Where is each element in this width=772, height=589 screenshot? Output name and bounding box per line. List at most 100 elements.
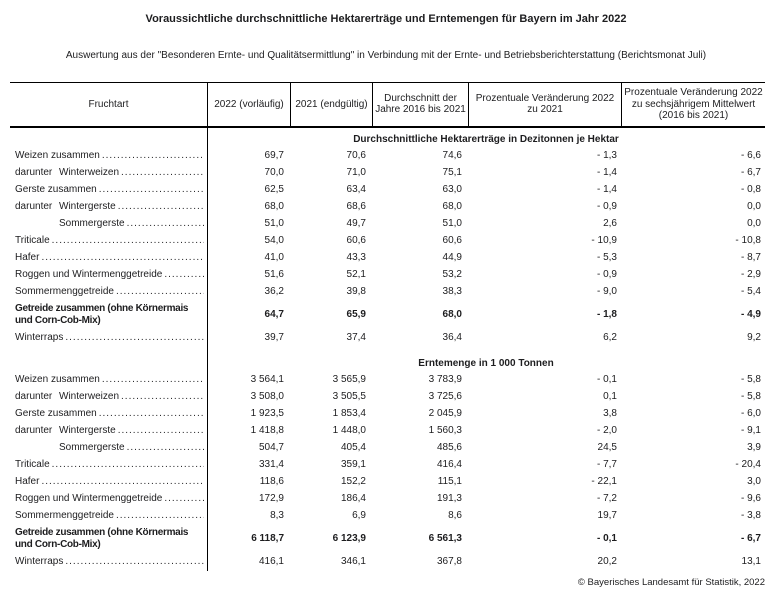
- row-label: Hafer: [15, 252, 40, 263]
- table-row: Gerste zusammen 1 923,5 1 853,4 2 045,9 3,8 -…: [10, 406, 765, 423]
- cell-value: 152,2: [340, 476, 366, 487]
- cell-value: - 9,0: [596, 286, 617, 297]
- row-label-cell: Weizen zusammen: [10, 374, 207, 386]
- cell-value: 51,6: [264, 269, 284, 280]
- cell-value: 41,0: [264, 252, 284, 263]
- cell-value: 186,4: [340, 493, 366, 504]
- row-label-cell: Getreide zusammen (ohne Körnermais und C…: [10, 303, 207, 327]
- dot-leader: [52, 459, 204, 471]
- dot-leader: [164, 493, 204, 505]
- cell-value: - 7,2: [596, 493, 617, 504]
- table-row: Sommergerste 504,7 405,4 485,6 24,5 3,9: [10, 440, 765, 457]
- row-label-cell: Sommergerste: [10, 218, 207, 230]
- cell-value: - 0,1: [596, 374, 617, 385]
- row-label-prefix: darunter: [15, 167, 53, 178]
- cell-value: 6 561,3: [428, 533, 462, 544]
- table-row: darunter Winterweizen 70,0 71,0 75,1 - 1,4 - 6…: [10, 165, 765, 182]
- cell-value: - 2,0: [596, 425, 617, 436]
- cell-value: 49,7: [346, 218, 366, 229]
- cell-value: 68,0: [442, 201, 462, 212]
- cell-value: 0,0: [747, 218, 761, 229]
- cell-value: 1 560,3: [428, 425, 462, 436]
- column-header: Prozentuale Veränderung 2022 zu 2021: [468, 83, 621, 126]
- row-label: Winterweizen: [59, 167, 120, 178]
- cell-value: - 9,6: [740, 493, 761, 504]
- dot-leader: [121, 391, 204, 403]
- row-label: Roggen und Wintermenggetreide: [15, 493, 163, 504]
- cell-value: 504,7: [258, 442, 284, 453]
- cell-value: 3,9: [747, 442, 761, 453]
- dot-leader: [118, 425, 204, 437]
- dot-leader: [116, 510, 204, 522]
- table-row: Weizen zusammen 3 564,1 3 565,9 3 783,9 - 0,…: [10, 372, 765, 389]
- table-row: Winterraps 39,7 37,4 36,4 6,2 9,2: [10, 330, 765, 347]
- cell-value: 19,7: [597, 510, 617, 521]
- section-heading-spacer: [10, 358, 207, 369]
- cell-value: - 1,8: [596, 309, 617, 320]
- cell-value: - 6,7: [740, 533, 761, 544]
- cell-value: 13,1: [741, 556, 761, 567]
- dot-leader: [127, 442, 204, 454]
- cell-value: - 5,8: [740, 391, 761, 402]
- dot-leader: [118, 201, 204, 213]
- cell-value: 485,6: [436, 442, 462, 453]
- row-label: Triticale: [15, 459, 50, 470]
- cell-value: - 6,6: [740, 150, 761, 161]
- row-label-cell: Winterraps: [10, 556, 207, 568]
- cell-value: 24,5: [597, 442, 617, 453]
- row-label: Weizen zusammen: [15, 150, 100, 161]
- dot-leader: [102, 374, 204, 386]
- cell-value: - 6,7: [740, 167, 761, 178]
- row-label-cell: Hafer: [10, 476, 207, 488]
- row-label: Wintergerste: [59, 201, 116, 212]
- cell-value: 3 505,5: [332, 391, 366, 402]
- row-label-cell: Sommermenggetreide: [10, 510, 207, 522]
- row-label-cell: Getreide zusammen (ohne Körnermais und C…: [10, 527, 207, 551]
- table-row: darunter Winterweizen 3 508,0 3 505,5 3 725,…: [10, 389, 765, 406]
- row-label-cell: Roggen und Wintermenggetreide: [10, 269, 207, 281]
- row-label: Sommergerste: [59, 218, 125, 229]
- row-label-cell: Triticale: [10, 235, 207, 247]
- cell-value: 54,0: [264, 235, 284, 246]
- cell-value: 70,0: [264, 167, 284, 178]
- table-row: Roggen und Wintermenggetreide 172,9 186,4 1…: [10, 491, 765, 508]
- cell-value: 20,2: [597, 556, 617, 567]
- row-label: Triticale: [15, 235, 50, 246]
- cell-value: 63,4: [346, 184, 366, 195]
- cell-value: 8,3: [270, 510, 284, 521]
- row-label-cell: darunter Wintergerste: [10, 201, 207, 213]
- cell-value: 416,1: [258, 556, 284, 567]
- cell-value: 191,3: [436, 493, 462, 504]
- page-subtitle: Auswertung aus der "Besonderen Ernte- un…: [65, 50, 707, 61]
- column-header: 2021 (endgültig): [290, 83, 372, 126]
- cell-value: - 9,1: [740, 425, 761, 436]
- dot-leader: [102, 150, 204, 162]
- row-label-prefix: darunter: [15, 201, 53, 212]
- cell-value: 6,9: [352, 510, 366, 521]
- cell-value: - 22,1: [591, 476, 617, 487]
- cell-value: 0,0: [747, 201, 761, 212]
- row-label: Weizen zusammen: [15, 374, 100, 385]
- cell-value: 1 448,0: [332, 425, 366, 436]
- cell-value: 1 853,4: [332, 408, 366, 419]
- table-row: Triticale 331,4 359,1 416,4 - 7,7 - 20,4: [10, 457, 765, 474]
- row-label: Roggen und Wintermenggetreide: [15, 269, 163, 280]
- cell-value: - 5,4: [740, 286, 761, 297]
- cell-value: 367,8: [436, 556, 462, 567]
- cell-value: 68,6: [346, 201, 366, 212]
- table-row: darunter Wintergerste 68,0 68,6 68,0 - 0,9 0,0: [10, 199, 765, 216]
- column-header: Durchschnitt der Jahre 2016 bis 2021: [372, 83, 468, 126]
- row-label-cell: Gerste zusammen: [10, 184, 207, 196]
- table-row: Gerste zusammen 62,5 63,4 63,0 - 1,4 - 0,8: [10, 182, 765, 199]
- cell-value: 9,2: [747, 332, 761, 343]
- row-label-cell: Sommergerste: [10, 442, 207, 454]
- cell-value: - 10,8: [735, 235, 761, 246]
- table-row: Roggen und Wintermenggetreide 51,6 52,1 53,…: [10, 267, 765, 284]
- cell-value: 172,9: [258, 493, 284, 504]
- cell-value: 69,7: [264, 150, 284, 161]
- cell-value: 52,1: [346, 269, 366, 280]
- cell-value: - 0,8: [740, 184, 761, 195]
- cell-value: 1 418,8: [250, 425, 284, 436]
- cell-value: 331,4: [258, 459, 284, 470]
